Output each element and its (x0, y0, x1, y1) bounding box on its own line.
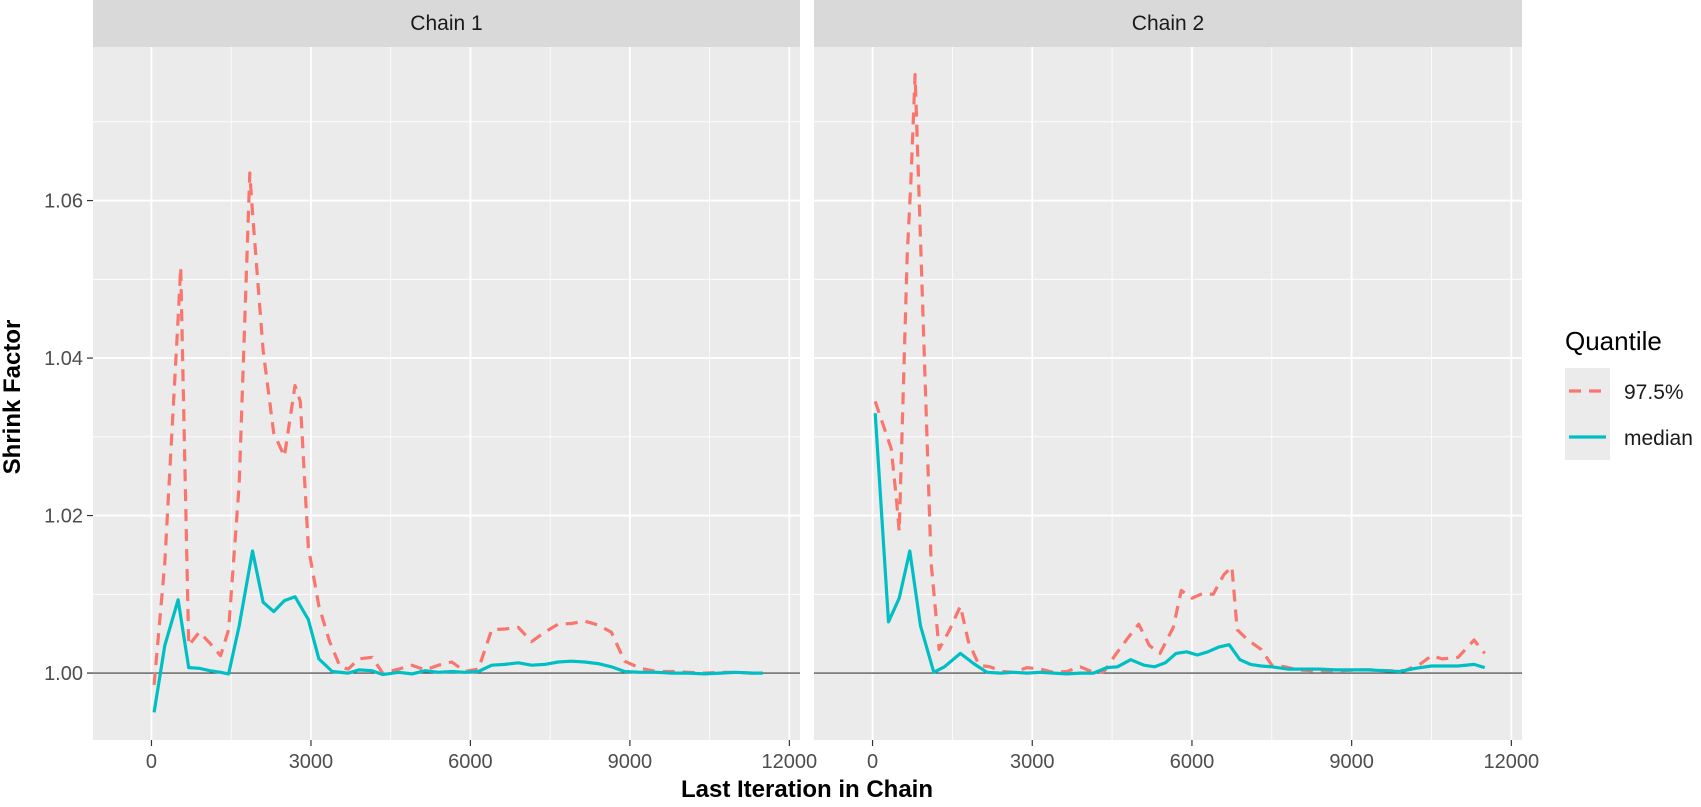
legend-title: Quantile (1565, 326, 1662, 356)
x-tick-label: 9000 (1329, 751, 1374, 773)
x-tick-label: 0 (146, 751, 157, 773)
legend: Quantile 97.5% median (1565, 326, 1693, 460)
x-tick-label: 0 (867, 751, 878, 773)
panels-layer: Chain 1 0 3000 6000 9000 12000 Chain 2 0 3000 600… (44, 0, 1539, 773)
y-tick-label: 1.02 (44, 506, 83, 528)
x-tick-label: 12000 (1484, 751, 1540, 773)
y-tick-label: 1.00 (44, 663, 83, 685)
facet-strip-label: Chain 1 (410, 12, 482, 35)
legend-label-97-5: 97.5% (1624, 381, 1684, 404)
y-tick-label: 1.06 (44, 191, 83, 213)
x-tick-label: 6000 (1170, 751, 1215, 773)
y-axis-title: Shrink Factor (0, 320, 26, 475)
series-line-median (873, 413, 1486, 676)
legend-label-median: median (1624, 427, 1693, 450)
panel-background (814, 47, 1522, 740)
facet-strip (814, 0, 1522, 47)
series-line-97-5 (873, 72, 1486, 674)
facet-strip-label: Chain 2 (1132, 12, 1204, 35)
facet-panel-1: Chain 1 0 3000 6000 9000 12000 (93, 0, 817, 773)
facet-strip (93, 0, 800, 47)
x-tick-label: 3000 (289, 751, 334, 773)
y-axis: 1.00 1.02 1.04 1.06 (44, 191, 93, 685)
x-tick-label: 3000 (1010, 751, 1055, 773)
x-tick-label: 6000 (448, 751, 493, 773)
y-tick-label: 1.04 (44, 348, 83, 370)
x-tick-label: 9000 (608, 751, 653, 773)
facet-panel-2: Chain 2 0 3000 6000 9000 12000 (814, 0, 1539, 773)
series-line-97-5 (152, 171, 763, 686)
series-line-median (152, 549, 763, 713)
x-tick-label: 12000 (762, 751, 818, 773)
x-axis-title: Last Iteration in Chain (681, 776, 933, 802)
panel-background (93, 47, 800, 740)
